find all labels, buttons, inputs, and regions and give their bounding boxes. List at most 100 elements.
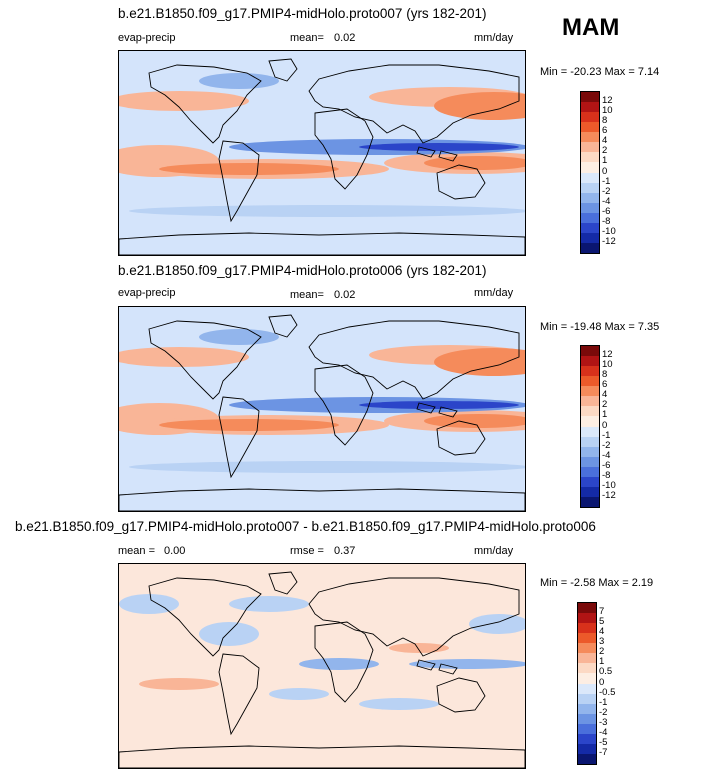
colorbar-swatch	[578, 603, 596, 614]
panel2-title: b.e21.B1850.f09_g17.PMIP4-midHolo.proto0…	[118, 263, 487, 278]
colorbar-level-label: -7	[599, 746, 608, 758]
colorbar-level-label: 0	[602, 419, 608, 431]
coastline	[314, 621, 374, 703]
coastline	[416, 146, 436, 158]
colorbar-level-label: 8	[602, 369, 608, 381]
colorbar-swatch	[581, 182, 599, 193]
panel1-map	[118, 50, 526, 256]
panel3-mean-label: mean =	[118, 545, 155, 557]
colorbar-level-label: 2	[599, 646, 605, 658]
coastline	[308, 320, 520, 400]
coastline	[438, 663, 458, 675]
panel1-mean-label: mean=	[290, 32, 324, 44]
colorbar-swatch	[581, 476, 599, 487]
colorbar-swatch	[581, 356, 599, 367]
colorbar-swatch	[578, 673, 596, 684]
panel2-variable: evap-precip	[118, 287, 176, 299]
field-contour	[299, 658, 379, 670]
colorbar-level-label: -4	[602, 195, 611, 207]
colorbar-swatch	[581, 142, 599, 153]
colorbar-swatch	[578, 723, 596, 734]
colorbar-level-label: -4	[602, 449, 611, 461]
colorbar-swatch	[581, 436, 599, 447]
colorbar-swatch	[581, 222, 599, 233]
colorbar-level-label: -0.5	[599, 686, 616, 698]
field-contour	[139, 678, 219, 690]
colorbar-level-label: 12	[602, 95, 613, 107]
coastline	[148, 320, 262, 400]
coastline	[308, 64, 520, 144]
coastline	[416, 659, 436, 671]
colorbar-swatch	[581, 232, 599, 243]
colorbar-swatch	[581, 346, 599, 357]
coastline	[268, 58, 298, 82]
colorbar-swatch	[578, 733, 596, 744]
colorbar-swatch	[581, 152, 599, 163]
colorbar-swatch	[578, 643, 596, 654]
colorbar-swatch	[581, 446, 599, 457]
panel1-colorbar	[580, 91, 600, 254]
panel2-mean-value: 0.02	[334, 289, 356, 301]
colorbar-level-label: -1	[602, 429, 611, 441]
colorbar-swatch	[578, 703, 596, 714]
field-contour	[359, 698, 439, 710]
coastline	[119, 488, 525, 511]
colorbar-swatch	[581, 202, 599, 213]
panel3-title: b.e21.B1850.f09_g17.PMIP4-midHolo.proto0…	[15, 519, 596, 534]
map-svg	[119, 307, 525, 511]
colorbar-swatch	[581, 192, 599, 203]
colorbar-level-label: 3	[599, 636, 605, 648]
colorbar-level-label: 7	[599, 606, 605, 618]
coastline	[436, 164, 486, 200]
panel3-minmax: Min = -2.58 Max = 2.19	[540, 577, 654, 589]
coastline	[416, 402, 436, 414]
colorbar-level-label: 0.5	[599, 666, 613, 678]
season-label: MAM	[562, 14, 620, 41]
field-contour	[129, 461, 525, 473]
colorbar-swatch	[581, 416, 599, 427]
panel3-units: mm/day	[474, 545, 514, 557]
colorbar-swatch	[581, 456, 599, 467]
colorbar-level-label: 0	[599, 676, 605, 688]
field-contour	[434, 348, 525, 376]
panel3-rmse-value: 0.37	[334, 545, 356, 557]
colorbar-level-label: -8	[602, 215, 611, 227]
colorbar-level-label: -10	[602, 479, 616, 491]
field-contour	[199, 73, 279, 89]
colorbar-level-label: 1	[602, 155, 608, 167]
colorbar-swatch	[581, 396, 599, 407]
field-contour	[359, 401, 519, 409]
colorbar-level-label: 12	[602, 349, 613, 361]
colorbar-level-label: 8	[602, 115, 608, 127]
panel2-mean-label: mean=	[290, 289, 324, 301]
colorbar-swatch	[578, 613, 596, 624]
colorbar-swatch	[581, 162, 599, 173]
colorbar-swatch	[581, 486, 599, 497]
colorbar-swatch	[581, 132, 599, 143]
colorbar-level-label: -3	[599, 716, 608, 728]
panel1-minmax: Min = -20.23 Max = 7.14	[540, 66, 660, 78]
colorbar-level-label: 4	[599, 626, 605, 638]
panel1-variable: evap-precip	[118, 32, 176, 44]
colorbar-swatch	[581, 406, 599, 417]
colorbar-swatch	[578, 713, 596, 724]
field-contour	[389, 643, 449, 653]
colorbar-swatch	[581, 172, 599, 183]
colorbar-level-label: -12	[602, 489, 616, 501]
colorbar-swatch	[581, 426, 599, 437]
field-contour	[434, 92, 525, 120]
colorbar-swatch	[581, 92, 599, 103]
colorbar-swatch	[578, 693, 596, 704]
coastline	[218, 140, 260, 223]
field-contour	[199, 329, 279, 345]
coastline	[268, 571, 298, 595]
colorbar-swatch	[578, 653, 596, 664]
colorbar-swatch	[581, 376, 599, 387]
coastline	[218, 396, 260, 479]
panel1-mean-value: 0.02	[334, 32, 356, 44]
colorbar-swatch	[581, 242, 599, 253]
field-contour	[159, 163, 339, 175]
colorbar-level-label: 0	[602, 165, 608, 177]
colorbar-level-label: 10	[602, 359, 613, 371]
panel3-map	[118, 563, 526, 769]
